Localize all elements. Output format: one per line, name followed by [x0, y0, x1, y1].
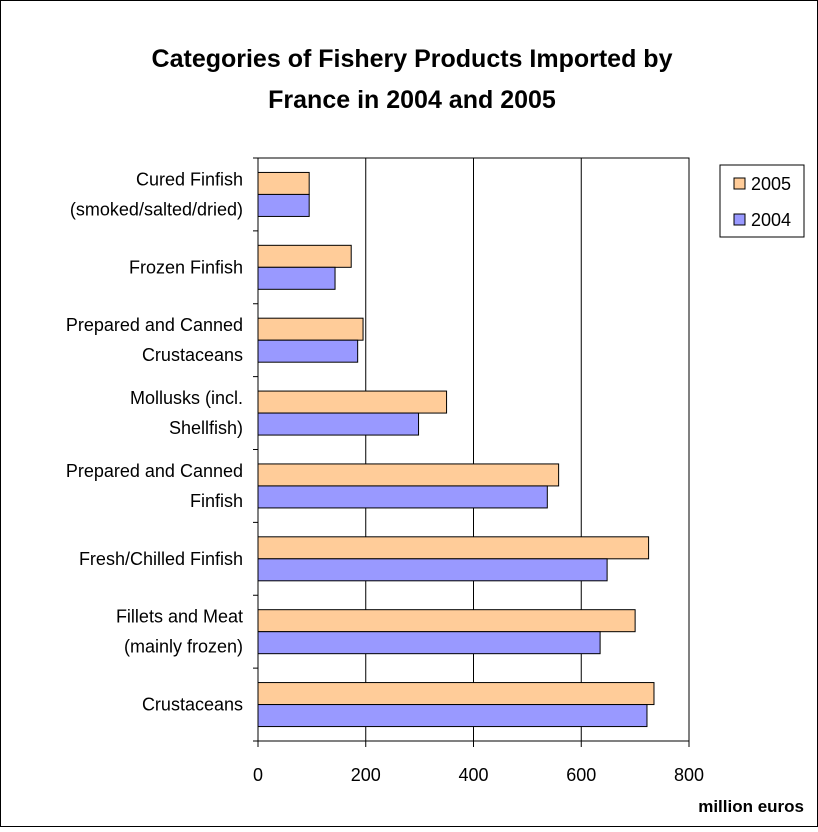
x-tick-label: 400: [458, 765, 488, 785]
category-label: Frozen Finfish: [129, 257, 243, 277]
x-tick-label: 600: [566, 765, 596, 785]
x-tick-label: 800: [674, 765, 704, 785]
x-tick-label: 0: [253, 765, 263, 785]
bar-2005: [257, 609, 636, 633]
bar-2004: [257, 266, 336, 290]
x-axis: 0 200 400 600 800: [253, 741, 704, 785]
category-label: Prepared and Canned: [66, 461, 243, 481]
bars: [257, 171, 655, 728]
x-tick-label: 200: [351, 765, 381, 785]
bar-2004: [257, 631, 601, 655]
legend-swatch-2004: [733, 213, 746, 226]
category-label: (mainly frozen): [124, 637, 243, 657]
legend-swatch-2005: [733, 177, 746, 190]
legend-label-2004: 2004: [751, 210, 791, 230]
chart-title-line-2: France in 2004 and 2005: [268, 86, 556, 114]
category-label: Cured Finfish: [136, 169, 243, 189]
bar-2005: [257, 682, 655, 706]
bar-2004: [257, 558, 608, 582]
bar-2004: [257, 339, 359, 363]
chart-title: Categories of Fishery Products Imported …: [152, 45, 673, 114]
category-label: Finfish: [190, 491, 243, 511]
category-label: Mollusks (incl.: [130, 388, 243, 408]
bar-2005: [257, 390, 448, 414]
bar-2005: [257, 171, 310, 195]
bar-2005: [257, 536, 650, 560]
category-label: (smoked/salted/dried): [70, 199, 243, 219]
bar-2004: [257, 485, 548, 509]
category-label: Shellfish): [169, 418, 243, 438]
legend-label-2005: 2005: [751, 174, 791, 194]
bar-2004: [257, 704, 648, 728]
category-label: Crustaceans: [142, 345, 243, 365]
category-label: Crustaceans: [142, 695, 243, 715]
legend: 2005 2004: [719, 164, 805, 238]
bar-2004: [257, 193, 310, 217]
bar-2005: [257, 244, 352, 268]
category-label: Fresh/Chilled Finfish: [79, 549, 243, 569]
bar-2005: [257, 463, 560, 487]
bar-2005: [257, 317, 364, 341]
chart-title-line-1: Categories of Fishery Products Imported …: [152, 45, 673, 73]
bar-2004: [257, 412, 420, 436]
category-label: Prepared and Canned: [66, 315, 243, 335]
x-axis-label: million euros: [698, 797, 804, 816]
y-axis: Cured Finfish (smoked/salted/dried) Frozen…: [66, 157, 258, 742]
category-label: Fillets and Meat: [116, 607, 243, 627]
